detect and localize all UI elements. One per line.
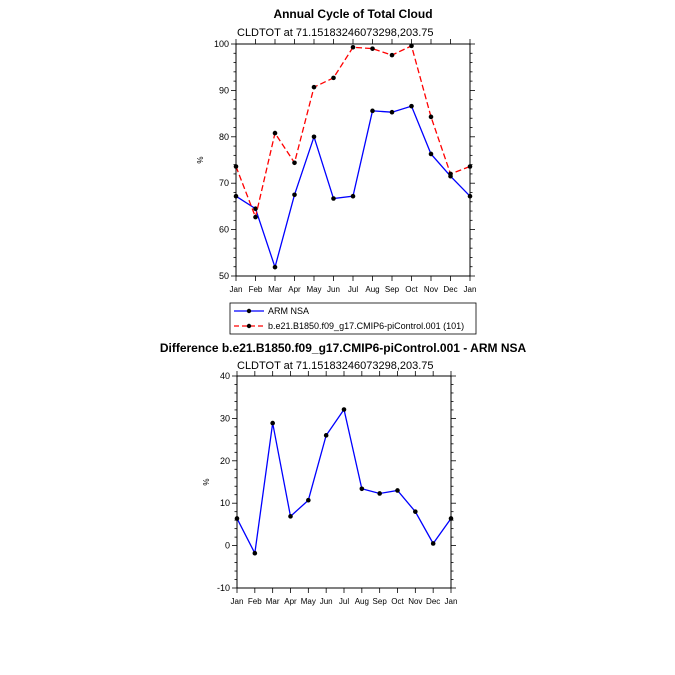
data-point bbox=[409, 44, 414, 49]
data-point bbox=[292, 160, 297, 165]
x-tick-label: Apr bbox=[284, 597, 297, 606]
y-axis-label: % bbox=[196, 156, 205, 163]
chart-subtitle: CLDTOT at 71.15183246073298,203.75 bbox=[237, 27, 434, 39]
x-tick-label: Aug bbox=[355, 597, 369, 606]
data-point bbox=[312, 85, 317, 90]
chart-figure: Annual Cycle of Total Cloud CLDTOT at 71… bbox=[0, 0, 675, 675]
data-point bbox=[370, 46, 375, 51]
y-tick-label: 80 bbox=[219, 132, 229, 142]
x-tick-label: Jan bbox=[231, 597, 244, 606]
data-point bbox=[429, 152, 434, 157]
data-point bbox=[253, 215, 258, 220]
data-point bbox=[292, 193, 297, 198]
data-point bbox=[431, 541, 436, 546]
x-tick-label: Jan bbox=[230, 285, 243, 294]
legend-label-arm-nsa: ARM NSA bbox=[268, 306, 309, 316]
data-point bbox=[429, 115, 434, 120]
data-point bbox=[390, 53, 395, 58]
data-point bbox=[377, 491, 382, 496]
x-tick-label: May bbox=[306, 285, 321, 294]
y-tick-label: 60 bbox=[219, 225, 229, 235]
x-tick-label: Nov bbox=[424, 285, 438, 294]
x-tick-label: Jun bbox=[320, 597, 333, 606]
x-tick-label: Oct bbox=[391, 597, 404, 606]
x-tick-label: Mar bbox=[268, 285, 282, 294]
x-tick-label: May bbox=[301, 597, 316, 606]
chart-title: Difference b.e21.B1850.f09_g17.CMIP6-piC… bbox=[160, 341, 527, 355]
x-tick-label: Aug bbox=[365, 285, 379, 294]
x-tick-label: Jan bbox=[445, 597, 458, 606]
x-tick-label: Feb bbox=[249, 285, 263, 294]
x-tick-label: Mar bbox=[266, 597, 280, 606]
data-point bbox=[390, 110, 395, 115]
data-point bbox=[449, 516, 454, 521]
data-point bbox=[448, 172, 453, 177]
data-point bbox=[409, 104, 414, 109]
legend-marker-model bbox=[247, 324, 251, 328]
y-tick-label: 50 bbox=[219, 271, 229, 281]
data-point bbox=[288, 514, 293, 519]
data-point bbox=[351, 194, 356, 199]
y-tick-label: 20 bbox=[220, 456, 230, 466]
x-tick-label: Jul bbox=[348, 285, 358, 294]
data-point bbox=[270, 421, 275, 426]
y-tick-label: 0 bbox=[225, 541, 230, 551]
data-point bbox=[468, 194, 473, 199]
y-tick-label: -10 bbox=[217, 583, 230, 593]
y-tick-label: 30 bbox=[220, 413, 230, 423]
data-point bbox=[370, 109, 375, 114]
data-point bbox=[235, 516, 240, 521]
y-tick-label: 70 bbox=[219, 178, 229, 188]
legend-label-model: b.e21.B1850.f09_g17.CMIP6-piControl.001 … bbox=[268, 321, 464, 331]
y-tick-label: 90 bbox=[219, 85, 229, 95]
y-axis-label: % bbox=[202, 478, 211, 485]
legend-marker-arm-nsa bbox=[247, 309, 251, 313]
chart-legend: ARM NSA b.e21.B1850.f09_g17.CMIP6-piCont… bbox=[230, 303, 476, 334]
x-tick-label: Apr bbox=[288, 285, 301, 294]
data-point bbox=[273, 131, 278, 136]
x-tick-label: Dec bbox=[443, 285, 457, 294]
data-point bbox=[273, 265, 278, 270]
data-point bbox=[360, 486, 365, 491]
x-tick-label: Dec bbox=[426, 597, 440, 606]
data-point bbox=[342, 407, 347, 412]
y-tick-label: 100 bbox=[214, 39, 229, 49]
y-tick-label: 40 bbox=[220, 371, 230, 381]
x-tick-label: Sep bbox=[385, 285, 400, 294]
chart-title: Annual Cycle of Total Cloud bbox=[273, 7, 432, 21]
x-tick-label: Nov bbox=[408, 597, 422, 606]
x-tick-label: Sep bbox=[373, 597, 388, 606]
data-point bbox=[351, 45, 356, 50]
data-point bbox=[312, 135, 317, 140]
data-point bbox=[468, 164, 473, 169]
x-tick-label: Jun bbox=[327, 285, 340, 294]
data-point bbox=[306, 498, 311, 503]
y-tick-label: 10 bbox=[220, 498, 230, 508]
x-tick-label: Feb bbox=[248, 597, 262, 606]
data-point bbox=[331, 196, 336, 201]
data-point bbox=[331, 76, 336, 81]
data-point bbox=[395, 488, 400, 493]
x-tick-label: Jul bbox=[339, 597, 349, 606]
chart-subtitle: CLDTOT at 71.15183246073298,203.75 bbox=[237, 360, 434, 372]
x-tick-label: Jan bbox=[464, 285, 477, 294]
data-point bbox=[234, 164, 239, 169]
data-point bbox=[253, 206, 258, 211]
data-point bbox=[234, 194, 239, 199]
data-point bbox=[413, 509, 418, 514]
data-point bbox=[253, 551, 258, 556]
x-tick-label: Oct bbox=[405, 285, 418, 294]
data-point bbox=[324, 433, 329, 438]
